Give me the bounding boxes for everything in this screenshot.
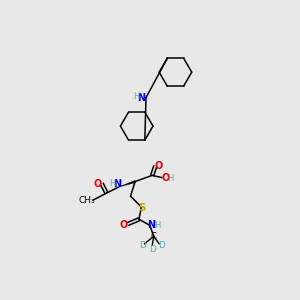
Text: D: D xyxy=(158,241,165,250)
Text: O: O xyxy=(154,161,163,171)
Text: H: H xyxy=(167,174,173,183)
Text: N: N xyxy=(137,93,146,103)
Polygon shape xyxy=(119,180,135,187)
Text: C: C xyxy=(150,232,156,241)
Text: H: H xyxy=(109,179,115,188)
Text: O: O xyxy=(161,173,169,184)
Text: D: D xyxy=(149,245,156,254)
Text: O: O xyxy=(93,179,101,189)
Text: O: O xyxy=(119,220,128,230)
Text: H: H xyxy=(133,92,139,100)
Text: N: N xyxy=(113,179,122,189)
Text: N: N xyxy=(147,220,155,230)
Text: H: H xyxy=(154,221,160,230)
Text: S: S xyxy=(138,203,146,213)
Text: CH₃: CH₃ xyxy=(79,196,95,205)
Text: D: D xyxy=(139,241,145,250)
